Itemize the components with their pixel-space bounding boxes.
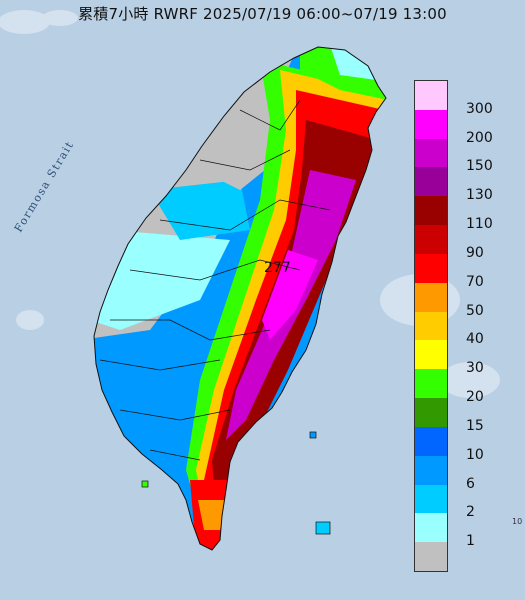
legend-swatch [415, 398, 447, 427]
legend-swatch [415, 253, 447, 283]
legend-swatch [415, 138, 447, 168]
legend-label: 6 [466, 475, 475, 492]
legend-swatch [415, 542, 447, 571]
corner-mark: 10 [512, 517, 523, 526]
legend-label: 40 [466, 331, 484, 348]
map-title: 累積7小時 RWRF 2025/07/19 06:00~07/19 13:00 [78, 5, 447, 23]
legend-label: 130 [466, 187, 493, 204]
legend-swatch [415, 282, 447, 312]
county-boundaries [99, 99, 331, 461]
legend-swatch [415, 513, 447, 543]
legend-swatch [415, 311, 447, 341]
legend-label: 50 [466, 302, 484, 319]
legend-label: 10 [466, 446, 484, 463]
offshore-islands [141, 431, 331, 535]
legend-swatch [415, 455, 447, 485]
legend-swatch [415, 225, 447, 254]
legend-label: 200 [466, 129, 493, 146]
legend-label: 70 [466, 273, 484, 290]
legend-label: 30 [466, 360, 484, 377]
legend-swatch [415, 369, 447, 399]
peak-value-label: 277 [264, 260, 291, 276]
legend-swatch [415, 484, 447, 514]
color-legend [414, 80, 448, 572]
legend-label: 1 [466, 533, 475, 550]
legend-label: 15 [466, 417, 484, 434]
legend-label: 20 [466, 389, 484, 406]
legend-label: 150 [466, 158, 493, 175]
legend-swatch [415, 81, 447, 110]
legend-swatch [415, 426, 447, 456]
legend-swatch [415, 340, 447, 370]
legend-swatch [415, 109, 447, 139]
legend-label: 300 [466, 100, 493, 117]
legend-label: 90 [466, 244, 484, 261]
legend-swatch [415, 167, 447, 197]
legend-label: 110 [466, 216, 493, 233]
legend-label: 2 [466, 504, 475, 521]
legend-swatch [415, 196, 447, 226]
